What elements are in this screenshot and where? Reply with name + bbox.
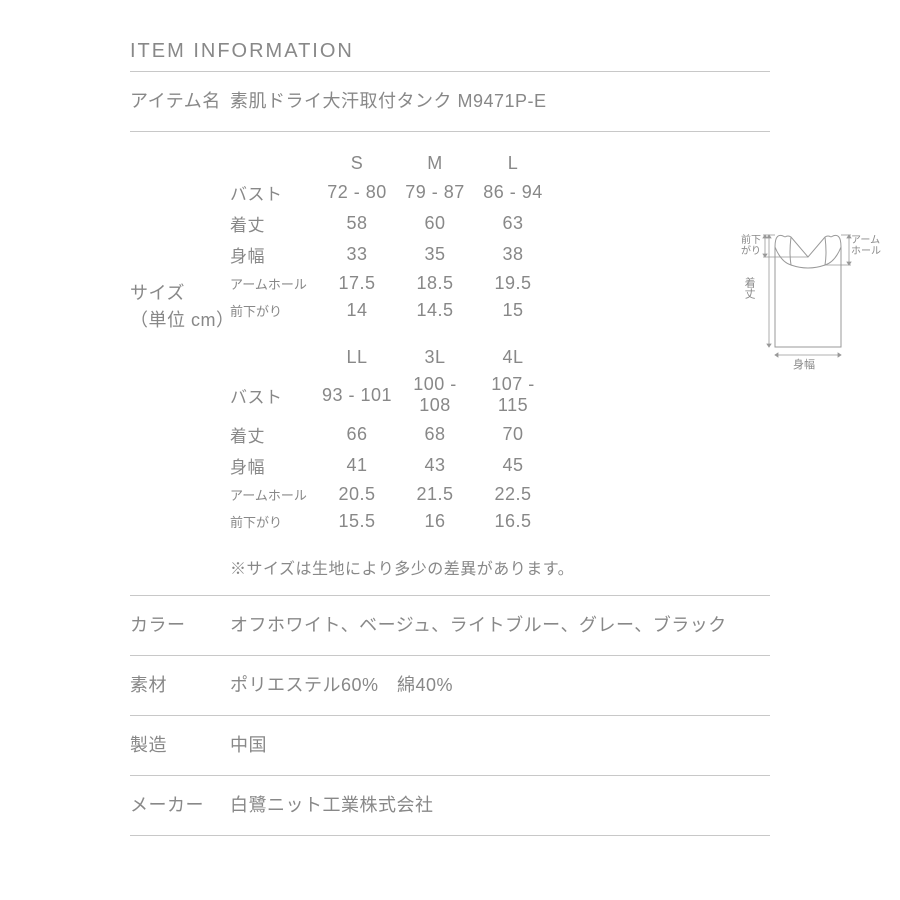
measure-label: 着丈	[230, 419, 318, 450]
size-cell: 22.5	[474, 481, 552, 508]
measure-label: バスト	[230, 371, 318, 419]
material-value: ポリエステル60% 綿40%	[230, 672, 770, 699]
size-cell: 58	[318, 208, 396, 239]
size-cell: 33	[318, 239, 396, 270]
color-label: カラー	[130, 612, 230, 639]
garment-diagram: 前下がり アームホール 着丈 身幅	[733, 227, 878, 387]
size-cell: 16	[396, 508, 474, 535]
size-label-line1: サイズ	[130, 283, 185, 303]
diagram-label-length: 着丈	[743, 277, 755, 299]
size-cell: 35	[396, 239, 474, 270]
size-header: S	[318, 150, 396, 177]
size-cell: 79 - 87	[396, 177, 474, 208]
size-cell: 16.5	[474, 508, 552, 535]
size-cell: 17.5	[318, 270, 396, 297]
size-cell: 60	[396, 208, 474, 239]
measure-label: バスト	[230, 177, 318, 208]
diagram-label-front-drop: 前下がり	[733, 235, 761, 257]
diagram-label-width: 身幅	[793, 359, 815, 371]
measure-label: 前下がり	[230, 508, 318, 535]
size-label: サイズ （単位 cm）	[130, 150, 230, 334]
maker-value: 白鷺ニット工業株式会社	[230, 792, 770, 819]
made-label: 製造	[130, 732, 230, 759]
item-name-label: アイテム名	[130, 88, 230, 115]
size-cell: 18.5	[396, 270, 474, 297]
size-cell: 41	[318, 450, 396, 481]
table-row: バスト 93 - 101 100 - 108 107 - 115	[230, 371, 552, 419]
size-cell: 14.5	[396, 297, 474, 324]
size-row: サイズ （単位 cm） S M L バスト 72 - 80 79 - 87	[130, 132, 770, 596]
size-block-1: S M L バスト 72 - 80 79 - 87 86 - 94 着丈 58 …	[230, 150, 770, 324]
size-cell: 66	[318, 419, 396, 450]
size-cell: 93 - 101	[318, 371, 396, 419]
size-cell: 70	[474, 419, 552, 450]
maker-label: メーカー	[130, 792, 230, 819]
table-row: 着丈 58 60 63	[230, 208, 552, 239]
measure-label: 身幅	[230, 450, 318, 481]
size-header: LL	[318, 344, 396, 371]
size-block-2: LL 3L 4L バスト 93 - 101 100 - 108 107 - 11…	[230, 344, 770, 535]
size-cell: 107 - 115	[474, 371, 552, 419]
size-cell: 100 - 108	[396, 371, 474, 419]
table-row: LL 3L 4L	[230, 344, 552, 371]
table-row: 前下がり 15.5 16 16.5	[230, 508, 552, 535]
size-header: M	[396, 150, 474, 177]
size-cell: 21.5	[396, 481, 474, 508]
size-cell: 20.5	[318, 481, 396, 508]
table-row: 前下がり 14 14.5 15	[230, 297, 552, 324]
diagram-label-armhole: アームホール	[851, 235, 881, 257]
size-cell: 63	[474, 208, 552, 239]
size-table-1: S M L バスト 72 - 80 79 - 87 86 - 94 着丈 58 …	[230, 150, 552, 324]
size-cell: 38	[474, 239, 552, 270]
made-row: 製造 中国	[130, 716, 770, 776]
measure-label: アームホール	[230, 481, 318, 508]
size-cell: 14	[318, 297, 396, 324]
size-cell: 19.5	[474, 270, 552, 297]
size-cell: 72 - 80	[318, 177, 396, 208]
material-label: 素材	[130, 672, 230, 699]
table-row: バスト 72 - 80 79 - 87 86 - 94	[230, 177, 552, 208]
section-header: ITEM INFORMATION	[130, 40, 770, 72]
measure-label: 着丈	[230, 208, 318, 239]
size-cell: 15.5	[318, 508, 396, 535]
table-row: アームホール 20.5 21.5 22.5	[230, 481, 552, 508]
made-value: 中国	[230, 732, 770, 759]
size-cell: 45	[474, 450, 552, 481]
measure-label: 前下がり	[230, 297, 318, 324]
size-cell: 68	[396, 419, 474, 450]
item-name-value: 素肌ドライ大汗取付タンク M9471P-E	[230, 88, 770, 115]
color-row: カラー オフホワイト、ベージュ、ライトブルー、グレー、ブラック	[130, 596, 770, 656]
material-row: 素材 ポリエステル60% 綿40%	[130, 656, 770, 716]
size-content: S M L バスト 72 - 80 79 - 87 86 - 94 着丈 58 …	[230, 150, 770, 579]
size-label-line2: （単位 cm）	[130, 310, 235, 330]
item-name-row: アイテム名 素肌ドライ大汗取付タンク M9471P-E	[130, 72, 770, 132]
table-row: S M L	[230, 150, 552, 177]
size-cell: 86 - 94	[474, 177, 552, 208]
item-info-panel: ITEM INFORMATION アイテム名 素肌ドライ大汗取付タンク M947…	[0, 0, 900, 866]
size-cell: 15	[474, 297, 552, 324]
color-value: オフホワイト、ベージュ、ライトブルー、グレー、ブラック	[230, 612, 770, 639]
size-header: 4L	[474, 344, 552, 371]
size-header: 3L	[396, 344, 474, 371]
table-row: 身幅 33 35 38	[230, 239, 552, 270]
measure-label: 身幅	[230, 239, 318, 270]
maker-row: メーカー 白鷺ニット工業株式会社	[130, 776, 770, 836]
size-header: L	[474, 150, 552, 177]
table-row: 着丈 66 68 70	[230, 419, 552, 450]
table-row: アームホール 17.5 18.5 19.5	[230, 270, 552, 297]
size-cell: 43	[396, 450, 474, 481]
measure-label: アームホール	[230, 270, 318, 297]
table-row: 身幅 41 43 45	[230, 450, 552, 481]
size-note: ※サイズは生地により多少の差異があります。	[230, 555, 770, 579]
size-table-2: LL 3L 4L バスト 93 - 101 100 - 108 107 - 11…	[230, 344, 552, 535]
